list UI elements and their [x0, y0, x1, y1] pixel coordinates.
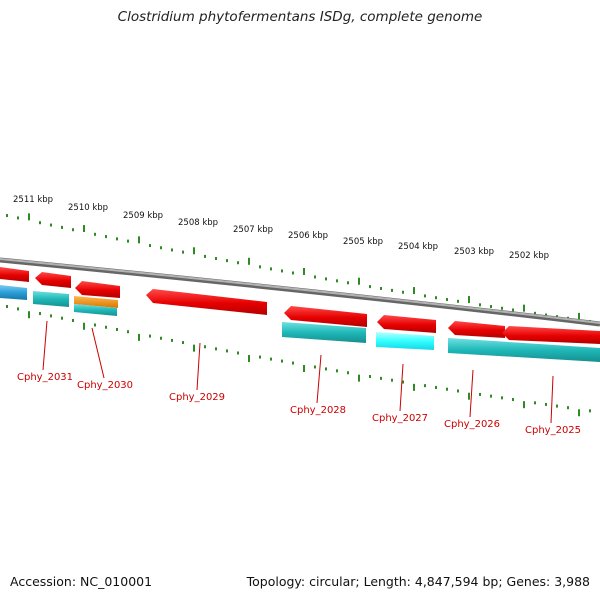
kbp-label: 2502 kbp — [509, 251, 549, 261]
gene-labels: Cphy_2031 Cphy_2030 Cphy_2029 Cphy_2028 … — [17, 372, 581, 436]
label-leaders — [42, 320, 554, 424]
cds-arrow — [75, 281, 120, 298]
forward-strand-features — [0, 267, 600, 344]
gene-label: Cphy_2027 — [372, 413, 428, 424]
reverse-strand-features — [0, 285, 600, 362]
gene-label: Cphy_2025 — [525, 425, 581, 436]
gene-block — [376, 332, 434, 350]
gene-label: Cphy_2026 — [444, 419, 500, 430]
gene-block — [282, 322, 366, 343]
gene-label: Cphy_2031 — [17, 372, 73, 383]
kbp-label: 2510 kbp — [68, 203, 108, 213]
kbp-label: 2504 kbp — [398, 242, 438, 252]
cds-arrow — [502, 326, 600, 344]
topology-summary: Topology: circular; Length: 4,847,594 bp… — [246, 574, 590, 589]
cds-arrow — [35, 272, 71, 288]
accession-text: Accession: NC_010001 — [10, 574, 153, 589]
gene-block — [33, 291, 69, 307]
kbp-label: 2509 kbp — [123, 211, 163, 221]
gene-block — [0, 285, 27, 300]
genome-backbone — [0, 257, 600, 327]
kbp-label: 2506 kbp — [288, 231, 328, 241]
gene-label: Cphy_2029 — [169, 392, 225, 403]
gene-label: Cphy_2028 — [290, 405, 346, 416]
cds-arrow — [146, 289, 267, 315]
inner-position-ruler — [6, 305, 591, 417]
gene-block — [74, 296, 118, 308]
map-title: Clostridium phytofermentans ISDg, comple… — [117, 9, 483, 25]
outer-position-ruler — [6, 213, 591, 323]
kbp-label: 2508 kbp — [178, 218, 218, 228]
cds-arrow — [377, 315, 436, 333]
kbp-label: 2503 kbp — [454, 247, 494, 257]
kbp-labels: 2511 kbp 2510 kbp 2509 kbp 2508 kbp 2507… — [13, 195, 549, 261]
gene-label: Cphy_2030 — [77, 380, 133, 391]
cds-arrow — [284, 306, 367, 327]
cds-arrow — [0, 267, 29, 282]
kbp-label: 2511 kbp — [13, 195, 53, 205]
cds-arrow — [448, 321, 505, 338]
gene-block — [448, 338, 600, 362]
kbp-label: 2505 kbp — [343, 237, 383, 247]
kbp-label: 2507 kbp — [233, 225, 273, 235]
gene-block — [74, 304, 117, 316]
